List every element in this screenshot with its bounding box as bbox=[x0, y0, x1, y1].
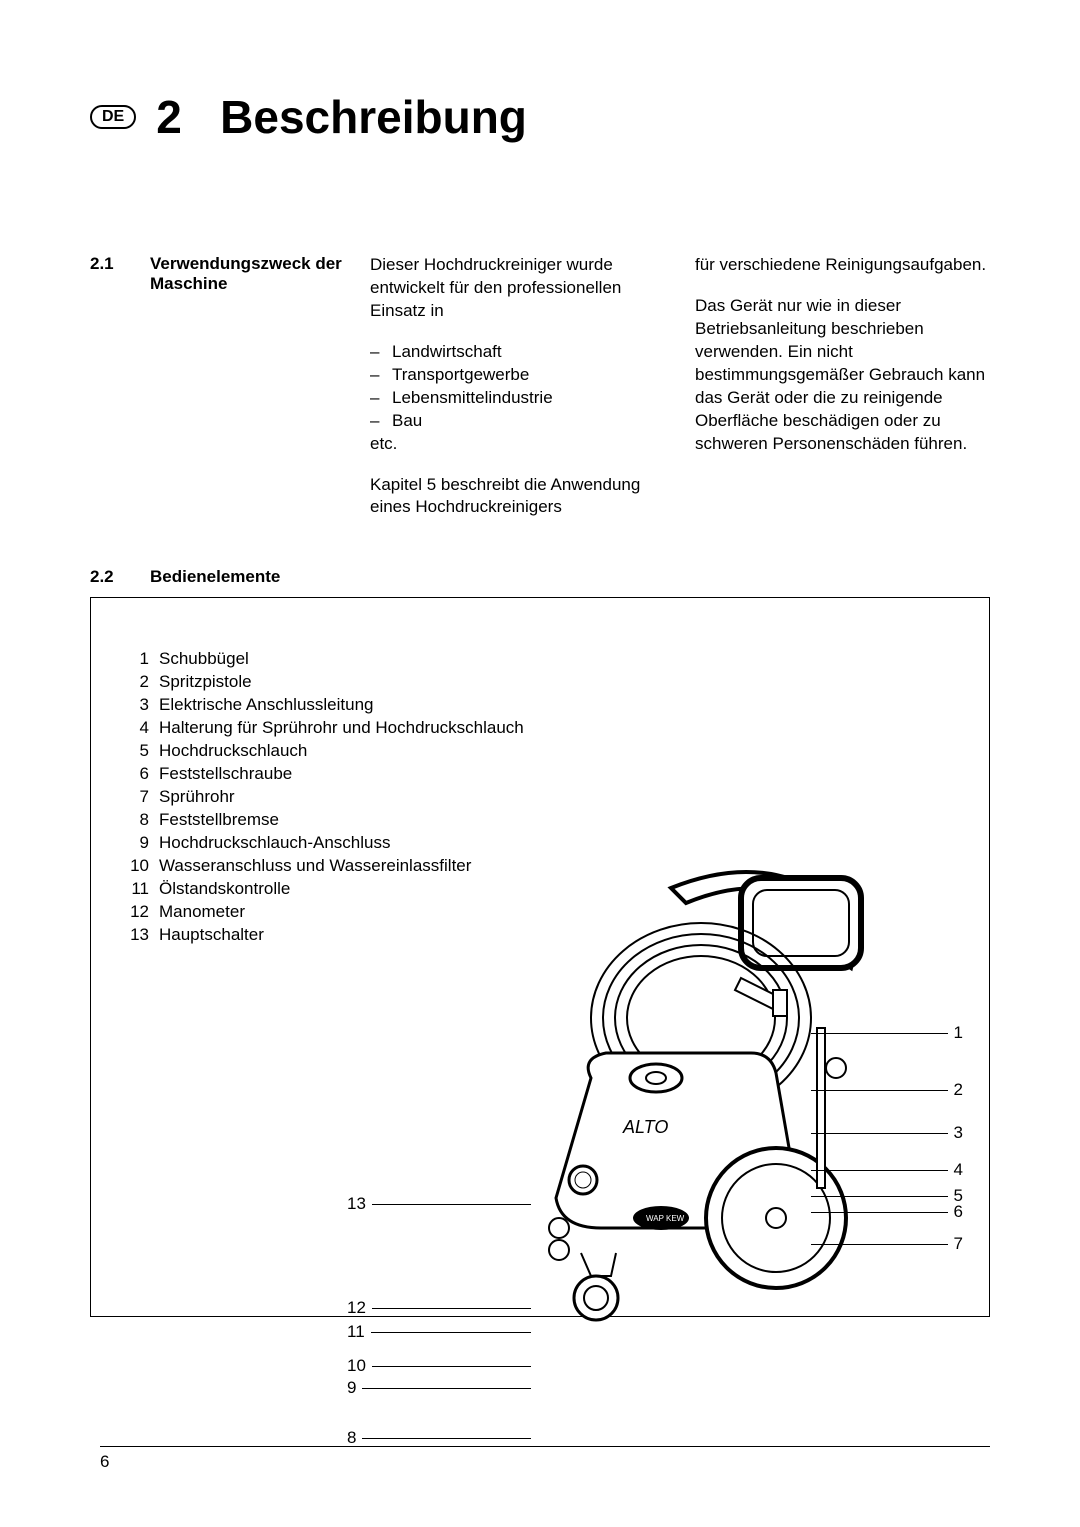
section-number: 2.2 bbox=[90, 567, 150, 587]
section-body: Dieser Hochdruckreiniger wurde entwickel… bbox=[370, 254, 990, 537]
callout-left: 13 bbox=[341, 1194, 531, 1214]
list-item: Bau bbox=[370, 410, 665, 433]
list-item-label: Halterung für Sprührohr und Hochdrucksch… bbox=[159, 717, 524, 740]
callout-number: 3 bbox=[948, 1123, 969, 1143]
callout-number: 12 bbox=[341, 1298, 372, 1318]
list-item-label: Wasseranschluss und Wassereinlassfilter bbox=[159, 855, 471, 878]
list-item-label: Spritzpistole bbox=[159, 671, 252, 694]
callout-right: 6 bbox=[811, 1202, 969, 1222]
figure-box: 1 Schubbügel 2 Spritzpistole 3 Elektrische An… bbox=[90, 597, 990, 1317]
callout-number: 9 bbox=[341, 1378, 362, 1398]
section-number: 2.1 bbox=[90, 254, 150, 537]
list-item-label: Ölstandskontrolle bbox=[159, 878, 290, 901]
list-item: 8 Feststellbremse bbox=[121, 809, 959, 832]
list-item: 3 Elektrische Anschlussleitung bbox=[121, 694, 959, 717]
brand-logo: ALTO bbox=[622, 1117, 668, 1137]
callout-right: 7 bbox=[811, 1234, 969, 1254]
list-item-label: Hauptschalter bbox=[159, 924, 264, 947]
chapter-title: 2 Beschreibung bbox=[156, 90, 527, 144]
list-item: Transportgewerbe bbox=[370, 364, 665, 387]
etc-text: etc. bbox=[370, 433, 665, 456]
list-item: 4 Halterung für Sprührohr und Hochdrucksc… bbox=[121, 717, 959, 740]
list-item-label: Feststellbremse bbox=[159, 809, 279, 832]
list-item-label: Hochdruckschlauch bbox=[159, 740, 307, 763]
list-item-number: 4 bbox=[121, 717, 149, 740]
chapter-ref-paragraph: Kapitel 5 beschreibt die Anwendung eines… bbox=[370, 474, 665, 520]
page-number: 6 bbox=[100, 1452, 109, 1472]
section-2-1: 2.1 Verwendungszweck der Maschine Dieser… bbox=[90, 254, 990, 537]
list-item-number: 2 bbox=[121, 671, 149, 694]
list-item: 6 Feststellschraube bbox=[121, 763, 959, 786]
column-2: für verschiedene Reinigungsaufgaben. Das… bbox=[695, 254, 990, 537]
list-item-number: 6 bbox=[121, 763, 149, 786]
callout-number: 2 bbox=[948, 1080, 969, 1100]
section-title: Bedienelemente bbox=[150, 567, 370, 587]
callout-left: 9 bbox=[341, 1378, 531, 1398]
list-item-label: Sprührohr bbox=[159, 786, 235, 809]
chapter-header: DE 2 Beschreibung bbox=[90, 90, 990, 144]
footer-rule bbox=[100, 1446, 990, 1447]
list-item: 9 Hochdruckschlauch-Anschluss bbox=[121, 832, 959, 855]
col2-paragraph-2: Das Gerät nur wie in dieser Betriebsanle… bbox=[695, 295, 990, 456]
callout-number: 10 bbox=[341, 1356, 372, 1376]
list-item: 7 Sprührohr bbox=[121, 786, 959, 809]
list-item-label: Schubbügel bbox=[159, 648, 249, 671]
list-item-label: Elektrische Anschlussleitung bbox=[159, 694, 374, 717]
diagram-area: ALTO WAP KEW 1234567 1312111098 bbox=[341, 988, 969, 1296]
intro-paragraph: Dieser Hochdruckreiniger wurde entwickel… bbox=[370, 254, 665, 323]
callout-number: 1 bbox=[948, 1023, 969, 1043]
usage-list: Landwirtschaft Transportgewerbe Lebensmi… bbox=[370, 341, 665, 433]
section-title: Verwendungszweck der Maschine bbox=[150, 254, 370, 537]
list-item-number: 9 bbox=[121, 832, 149, 855]
callout-right: 4 bbox=[811, 1160, 969, 1180]
callout-number: 7 bbox=[948, 1234, 969, 1254]
list-item-number: 12 bbox=[121, 901, 149, 924]
list-item-label: Feststellschraube bbox=[159, 763, 292, 786]
list-item-label: Hochdruckschlauch-Anschluss bbox=[159, 832, 391, 855]
callout-number: 13 bbox=[341, 1194, 372, 1214]
list-item-number: 7 bbox=[121, 786, 149, 809]
list-item: Landwirtschaft bbox=[370, 341, 665, 364]
list-item-number: 8 bbox=[121, 809, 149, 832]
list-item-number: 10 bbox=[121, 855, 149, 878]
callout-right: 1 bbox=[811, 1023, 969, 1043]
callout-left: 11 bbox=[341, 1322, 531, 1342]
list-item-number: 5 bbox=[121, 740, 149, 763]
list-item-number: 3 bbox=[121, 694, 149, 717]
col2-paragraph-1: für verschiedene Reinigungsaufgaben. bbox=[695, 254, 990, 277]
svg-text:WAP KEW: WAP KEW bbox=[646, 1214, 685, 1223]
list-item: 5 Hochdruckschlauch bbox=[121, 740, 959, 763]
callout-number: 4 bbox=[948, 1160, 969, 1180]
list-item-number: 11 bbox=[121, 878, 149, 901]
callout-right: 3 bbox=[811, 1123, 969, 1143]
list-item-number: 1 bbox=[121, 648, 149, 671]
callout-right: 2 bbox=[811, 1080, 969, 1100]
list-item-number: 13 bbox=[121, 924, 149, 947]
list-item: Lebensmittelindustrie bbox=[370, 387, 665, 410]
column-1: Dieser Hochdruckreiniger wurde entwickel… bbox=[370, 254, 665, 537]
callout-left: 10 bbox=[341, 1356, 531, 1376]
list-item: 1 Schubbügel bbox=[121, 648, 959, 671]
lang-badge: DE bbox=[90, 105, 136, 129]
callout-left: 12 bbox=[341, 1298, 531, 1318]
callout-number: 11 bbox=[341, 1322, 371, 1342]
chapter-number: 2 bbox=[156, 91, 182, 143]
list-item-label: Manometer bbox=[159, 901, 245, 924]
list-item: 2 Spritzpistole bbox=[121, 671, 959, 694]
section-2-2: 2.2 Bedienelemente bbox=[90, 567, 990, 587]
chapter-title-text: Beschreibung bbox=[220, 91, 527, 143]
callout-number: 6 bbox=[948, 1202, 969, 1222]
